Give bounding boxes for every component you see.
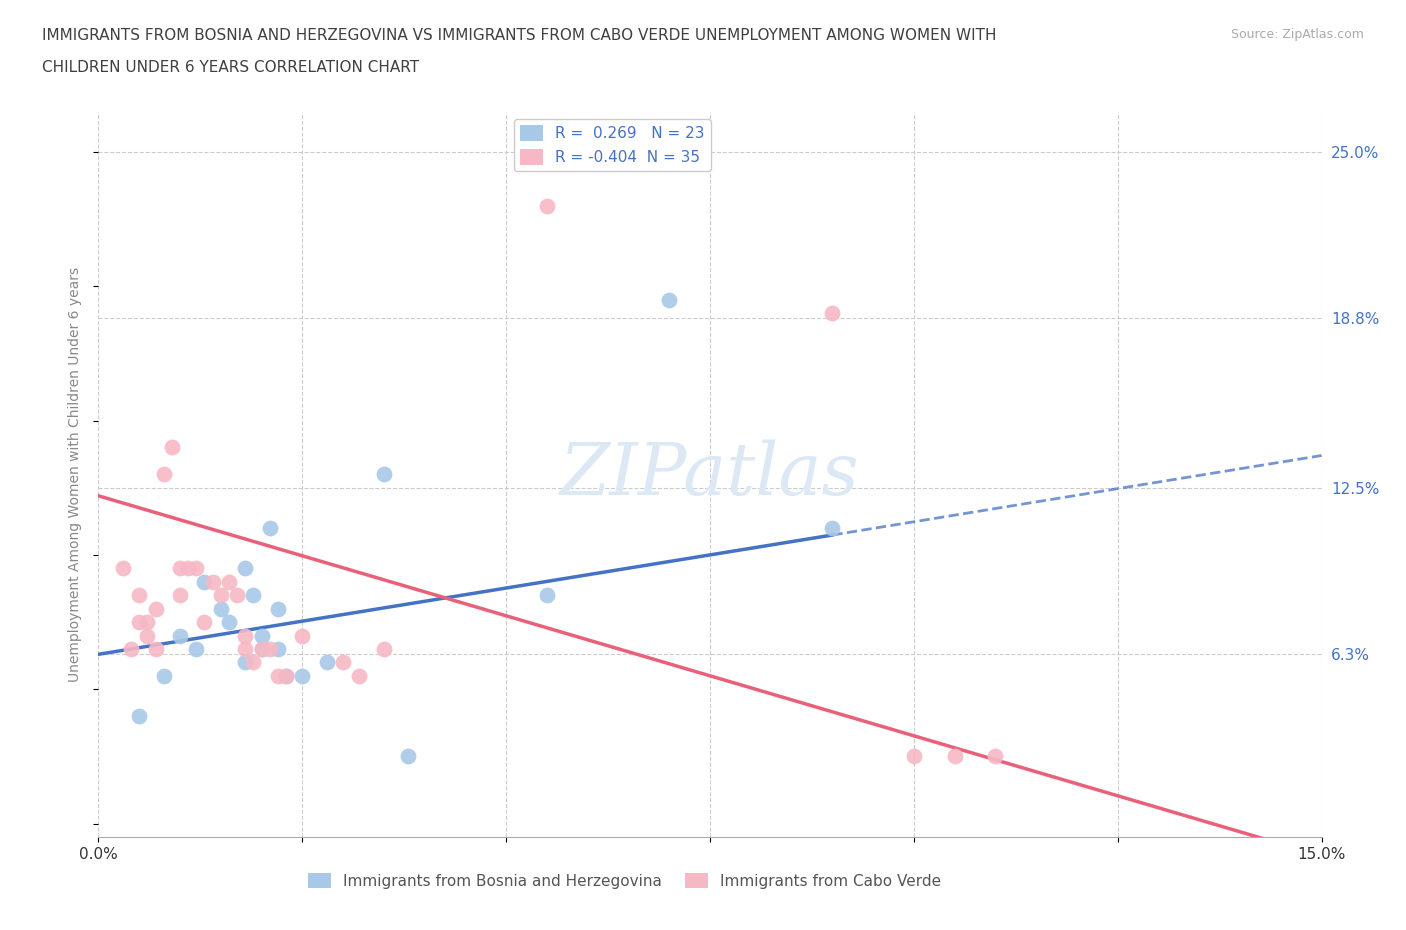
Point bbox=[332, 655, 354, 670]
Point bbox=[128, 709, 150, 724]
Point bbox=[903, 749, 925, 764]
Point bbox=[193, 615, 215, 630]
Point bbox=[145, 642, 167, 657]
Point bbox=[186, 642, 208, 657]
Point bbox=[136, 628, 159, 643]
Point bbox=[226, 588, 249, 603]
Point bbox=[152, 467, 174, 482]
Point bbox=[274, 669, 297, 684]
Point bbox=[536, 588, 558, 603]
Point bbox=[274, 669, 297, 684]
Y-axis label: Unemployment Among Women with Children Under 6 years: Unemployment Among Women with Children U… bbox=[69, 267, 83, 682]
Point bbox=[315, 655, 337, 670]
Point bbox=[145, 601, 167, 616]
Point bbox=[259, 642, 281, 657]
Point bbox=[267, 601, 290, 616]
Point bbox=[186, 561, 208, 576]
Point bbox=[373, 642, 395, 657]
Point bbox=[250, 642, 273, 657]
Point bbox=[250, 628, 273, 643]
Point bbox=[267, 669, 290, 684]
Point bbox=[233, 655, 256, 670]
Point bbox=[658, 292, 681, 307]
Legend: Immigrants from Bosnia and Herzegovina, Immigrants from Cabo Verde: Immigrants from Bosnia and Herzegovina, … bbox=[302, 867, 948, 895]
Point bbox=[396, 749, 419, 764]
Point bbox=[201, 575, 224, 590]
Point bbox=[160, 440, 183, 455]
Text: IMMIGRANTS FROM BOSNIA AND HERZEGOVINA VS IMMIGRANTS FROM CABO VERDE UNEMPLOYMEN: IMMIGRANTS FROM BOSNIA AND HERZEGOVINA V… bbox=[42, 28, 997, 43]
Point bbox=[218, 615, 240, 630]
Point bbox=[291, 628, 314, 643]
Point bbox=[169, 561, 191, 576]
Point bbox=[136, 615, 159, 630]
Point bbox=[193, 575, 215, 590]
Point bbox=[984, 749, 1007, 764]
Point bbox=[267, 642, 290, 657]
Point bbox=[821, 306, 844, 321]
Point bbox=[373, 467, 395, 482]
Point bbox=[536, 198, 558, 213]
Text: Source: ZipAtlas.com: Source: ZipAtlas.com bbox=[1230, 28, 1364, 41]
Point bbox=[169, 588, 191, 603]
Point bbox=[218, 575, 240, 590]
Point bbox=[177, 561, 200, 576]
Point bbox=[209, 588, 232, 603]
Text: ZIPatlas: ZIPatlas bbox=[560, 439, 860, 510]
Point bbox=[242, 588, 264, 603]
Point bbox=[250, 642, 273, 657]
Point bbox=[291, 669, 314, 684]
Point bbox=[943, 749, 966, 764]
Point bbox=[209, 601, 232, 616]
Point bbox=[128, 588, 150, 603]
Point bbox=[233, 561, 256, 576]
Point bbox=[152, 669, 174, 684]
Point bbox=[242, 655, 264, 670]
Point bbox=[259, 521, 281, 536]
Point bbox=[120, 642, 142, 657]
Text: CHILDREN UNDER 6 YEARS CORRELATION CHART: CHILDREN UNDER 6 YEARS CORRELATION CHART bbox=[42, 60, 419, 75]
Point bbox=[128, 615, 150, 630]
Point bbox=[233, 628, 256, 643]
Point bbox=[169, 628, 191, 643]
Point bbox=[233, 642, 256, 657]
Point bbox=[111, 561, 134, 576]
Point bbox=[821, 521, 844, 536]
Point bbox=[349, 669, 371, 684]
